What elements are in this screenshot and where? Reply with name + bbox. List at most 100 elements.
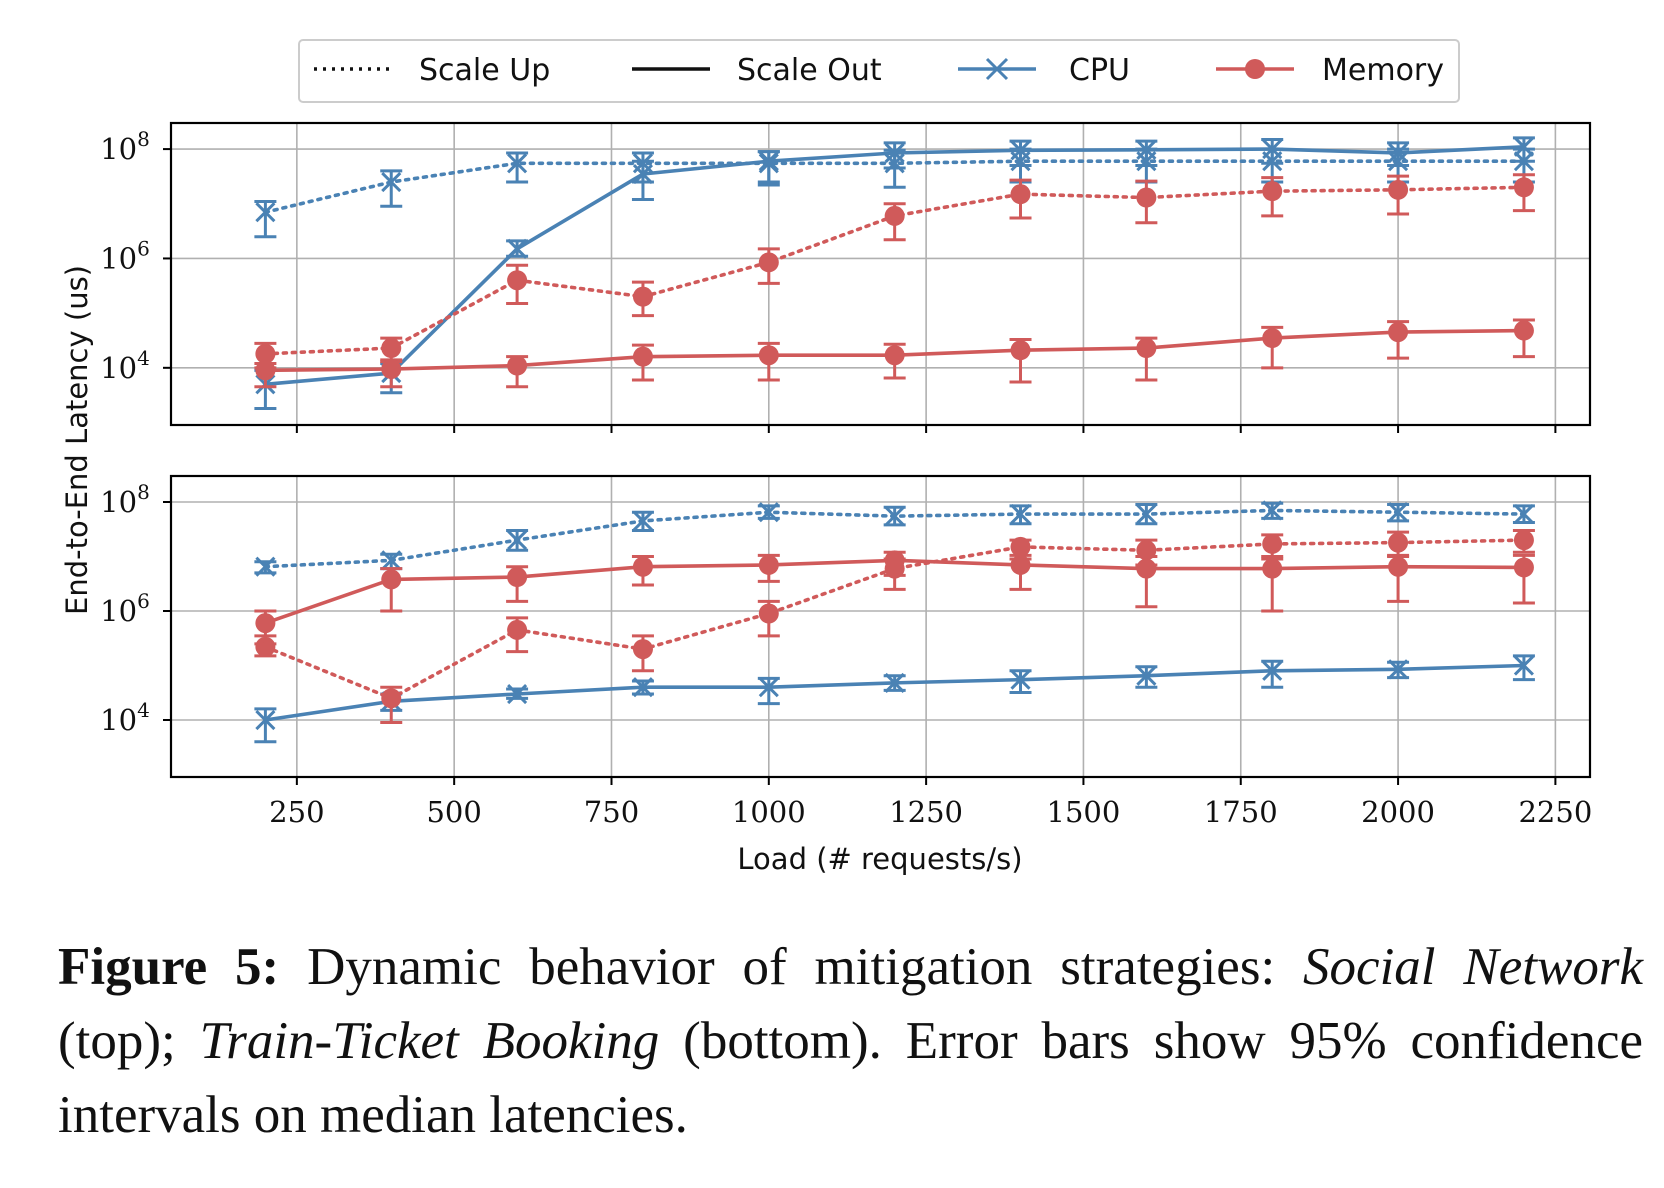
- legend-box: [298, 39, 1460, 103]
- x-tick-label: 1000: [732, 795, 806, 829]
- y-tick-label: 106: [100, 589, 150, 628]
- data-point: [758, 502, 779, 523]
- x-tick-label: 1750: [1204, 795, 1278, 829]
- data-point: [1388, 502, 1409, 523]
- caption-italic-2: Train-Ticket Booking: [199, 1012, 660, 1070]
- x-axis-title: Load (# requests/s): [737, 842, 1022, 876]
- data-point: [1388, 179, 1409, 200]
- data-point: [758, 345, 779, 366]
- data-point: [507, 238, 528, 259]
- data-point: [1010, 554, 1031, 575]
- series-memory-scale-out: [254, 318, 1535, 389]
- data-point: [1513, 655, 1534, 676]
- series-memory-scale-out: [254, 550, 1535, 646]
- data-point: [1388, 532, 1409, 553]
- x-tick-label: 250: [269, 795, 324, 829]
- data-point: [1513, 530, 1534, 551]
- series-memory-scale-up: [254, 173, 1535, 370]
- data-point: [1262, 660, 1283, 681]
- data-point: [1513, 136, 1534, 157]
- data-point: [1136, 504, 1157, 525]
- caption-italic-1: Social Network: [1303, 938, 1643, 996]
- data-point: [758, 603, 779, 624]
- legend-scale-up-label: Scale Up: [419, 53, 550, 88]
- data-point: [381, 338, 402, 359]
- x-tick-label: 500: [426, 795, 481, 829]
- data-point: [381, 359, 402, 380]
- data-point: [1136, 187, 1157, 208]
- y-tick-label: 108: [100, 480, 150, 519]
- data-point: [255, 613, 276, 634]
- data-point: [1513, 177, 1534, 198]
- data-point: [1262, 533, 1283, 554]
- data-point: [1388, 322, 1409, 343]
- data-point: [758, 151, 779, 172]
- caption-text-2: (top);: [58, 1012, 200, 1070]
- y-tick-label: 104: [100, 346, 150, 385]
- data-point: [1010, 536, 1031, 557]
- data-point: [1136, 558, 1157, 579]
- data-point: [507, 619, 528, 640]
- y-tick-label: 108: [100, 127, 150, 166]
- panel-top: 108 106 104: [100, 121, 1592, 433]
- x-tick-label: 1250: [889, 795, 963, 829]
- data-point: [1010, 340, 1031, 361]
- data-point: [632, 639, 653, 660]
- data-point: [507, 683, 528, 705]
- y-tick-label: 104: [100, 698, 150, 737]
- data-point: [1010, 504, 1031, 525]
- data-point: [1136, 665, 1157, 686]
- data-point: [381, 688, 402, 709]
- data-point: [1388, 556, 1409, 577]
- x-tick-label: 2250: [1518, 795, 1592, 829]
- data-point: [632, 286, 653, 307]
- data-point: [1136, 338, 1157, 359]
- data-point: [632, 510, 654, 531]
- data-point: [507, 270, 528, 291]
- data-point: [1262, 328, 1283, 349]
- legend-cpu-marker: [985, 57, 1009, 81]
- data-point: [1513, 504, 1534, 525]
- data-point: [507, 153, 528, 174]
- x-tick-label: 2000: [1361, 795, 1435, 829]
- data-point: [1262, 500, 1283, 521]
- y-tick-label: 106: [100, 236, 150, 275]
- legend-memory-marker: [1245, 59, 1265, 79]
- data-point: [884, 672, 905, 693]
- data-point: [255, 202, 276, 223]
- data-point: [632, 346, 653, 367]
- data-point: [1010, 140, 1031, 161]
- data-point: [758, 252, 779, 273]
- data-point: [884, 205, 905, 226]
- data-point: [884, 345, 905, 366]
- data-point: [381, 569, 402, 590]
- data-point: [1262, 139, 1283, 160]
- legend-scale-out-label: Scale Out: [737, 53, 882, 88]
- data-point: [255, 709, 276, 731]
- plot-frame: [169, 474, 1592, 779]
- data-point: [1388, 659, 1409, 680]
- series-line: [263, 538, 1526, 701]
- series-cpu-scale-out: [254, 654, 1535, 744]
- data-point: [884, 142, 905, 164]
- data-point: [1136, 139, 1157, 160]
- data-point: [255, 556, 276, 577]
- data-point: [1262, 558, 1283, 579]
- data-point: [758, 677, 779, 698]
- data-point: [255, 636, 276, 657]
- data-point: [758, 554, 779, 575]
- data-point: [632, 556, 653, 577]
- panel-bottom: 250 500 750 1000 1250 1500 1750 2000 2250 108 106 1…: [100, 474, 1592, 829]
- data-point: [884, 550, 905, 571]
- legend: Scale Up Scale Out CPU Memory: [298, 39, 1460, 103]
- data-point: [1388, 142, 1409, 164]
- data-point: [1010, 669, 1031, 690]
- caption-text-1: Dynamic behavior of mitigation strategie…: [279, 938, 1304, 996]
- data-point: [1513, 320, 1534, 341]
- caption-text-3: (bottom). Error bars show 95% confidence…: [58, 1012, 1643, 1144]
- y-axis-title: End-to-End Latency (us): [60, 265, 94, 615]
- plot-frame: [169, 121, 1592, 427]
- data-point: [1262, 181, 1283, 202]
- data-point: [255, 343, 276, 364]
